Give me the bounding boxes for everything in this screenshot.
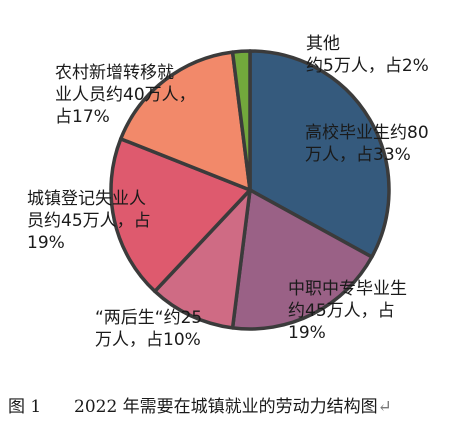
caption-number: 图 1 (8, 397, 42, 417)
pie-slice-高校毕业生 (248, 49, 391, 259)
slice-label-line: 中职中专毕业生 (288, 279, 407, 299)
slice-label-城镇登记失业人员: 城镇登记失业人员约45万人，占 19% (27, 189, 151, 253)
pie-slice-农村新增转移就业人员 (119, 50, 252, 192)
slice-label-line: 员约45万人，占 (27, 211, 151, 231)
caption-text: 2022 年需要在城镇就业的劳动力结构图 (74, 397, 378, 417)
figure-caption: 图 1 2022 年需要在城镇就业的劳动力结构图↵ (8, 393, 392, 421)
slice-label-line: 19% (288, 323, 326, 343)
caption-mark: ↵ (377, 397, 392, 417)
slice-label-其他: 其他约5万人，占2% (306, 34, 429, 76)
slice-label-line: 高校毕业生约80 (305, 123, 429, 143)
slice-label-line: 约5万人，占2% (306, 56, 429, 76)
slice-label-高校毕业生: 高校毕业生约80 万人，占33% (305, 123, 429, 165)
slice-label-两后生: “两后生“约25 万人，占10% (95, 308, 202, 350)
slice-label-line: 农村新增转移就 (55, 63, 174, 83)
slice-label-line: 城镇登记失业人 (27, 189, 146, 209)
slice-label-line: 业人员约40万人， (55, 85, 196, 105)
slice-label-农村新增转移就业人员: 农村新增转移就业人员约40万人，占17% (55, 63, 196, 127)
slice-label-line: “两后生“约25 (95, 308, 202, 328)
slice-label-line: 万人，占33% (305, 145, 411, 165)
slice-label-line: 其他 (306, 34, 340, 54)
pie-slice-其他 (230, 49, 252, 192)
slice-label-中职中专毕业生: 中职中专毕业生约45万人，占 19% (288, 279, 407, 343)
slice-label-line: 19% (27, 233, 65, 253)
pie-chart: 高校毕业生约80 万人，占33%中职中专毕业生约45万人，占 19%“两后生“约25… (27, 34, 429, 350)
pie-slice-中职中专毕业生 (230, 188, 374, 331)
slice-label-line: 占17% (55, 107, 110, 127)
slice-label-line: 约45万人，占 (288, 301, 395, 321)
slice-label-line: 万人，占10% (95, 330, 201, 350)
